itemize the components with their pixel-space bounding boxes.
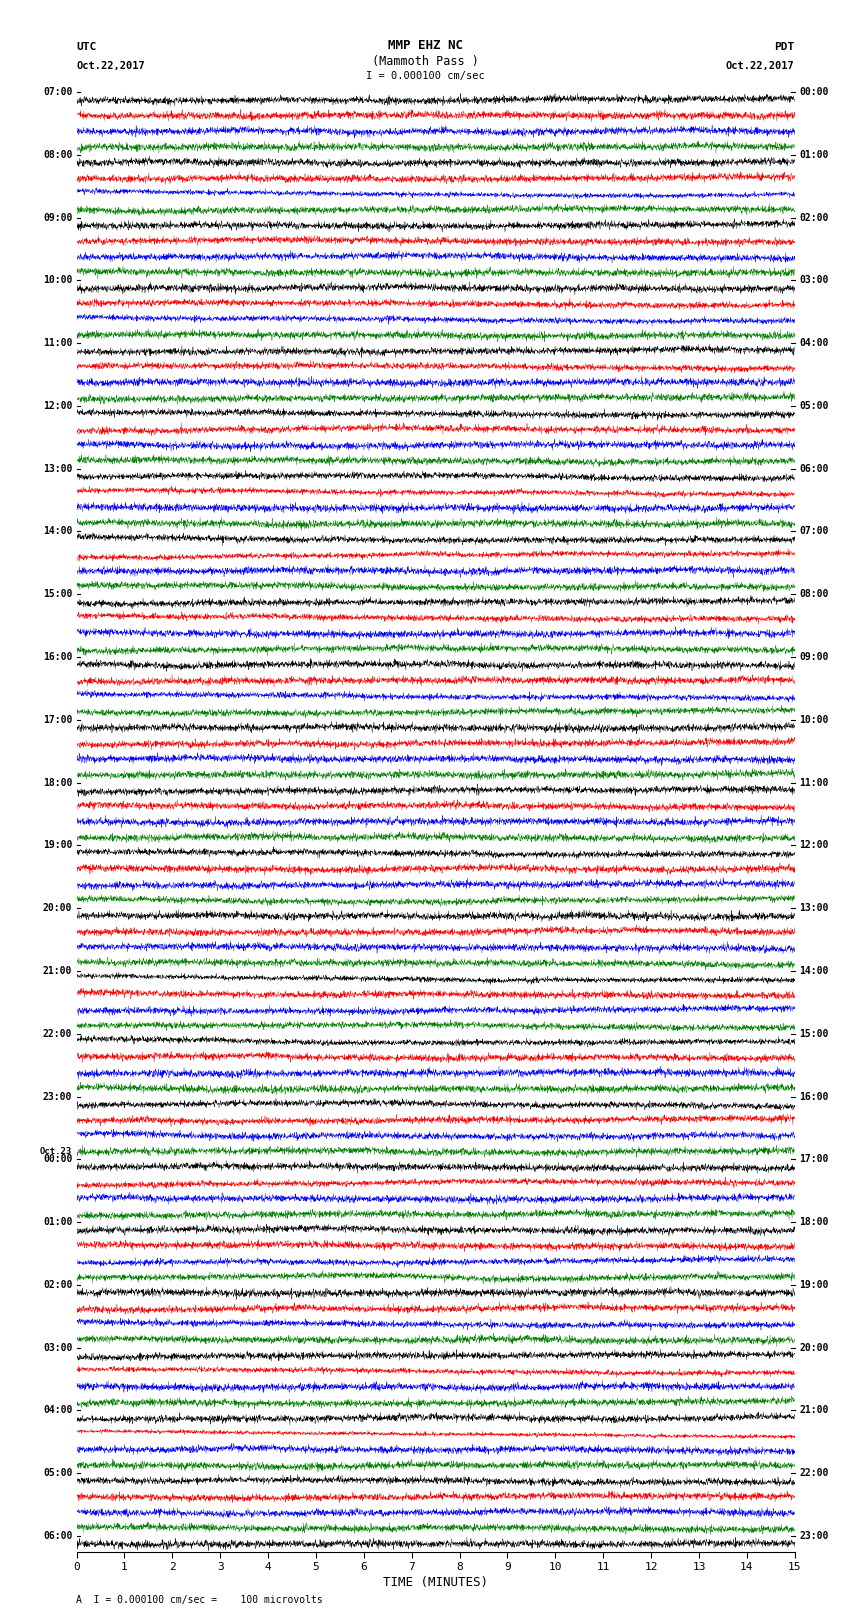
Text: 06:00: 06:00 xyxy=(799,463,829,474)
Text: 03:00: 03:00 xyxy=(42,1342,72,1353)
Text: 10:00: 10:00 xyxy=(799,715,829,724)
Text: 16:00: 16:00 xyxy=(799,1092,829,1102)
Text: 03:00: 03:00 xyxy=(799,276,829,286)
Text: 17:00: 17:00 xyxy=(799,1155,829,1165)
Text: PDT: PDT xyxy=(774,42,795,52)
Text: 09:00: 09:00 xyxy=(42,213,72,223)
Text: 14:00: 14:00 xyxy=(799,966,829,976)
Text: 19:00: 19:00 xyxy=(799,1279,829,1290)
Text: 08:00: 08:00 xyxy=(799,589,829,598)
Text: 00:00: 00:00 xyxy=(42,1155,72,1165)
Text: 18:00: 18:00 xyxy=(42,777,72,787)
Text: 04:00: 04:00 xyxy=(42,1405,72,1416)
Text: Oct.22,2017: Oct.22,2017 xyxy=(76,61,145,71)
Text: 18:00: 18:00 xyxy=(799,1218,829,1227)
Text: UTC: UTC xyxy=(76,42,97,52)
Text: 09:00: 09:00 xyxy=(799,652,829,661)
Text: 20:00: 20:00 xyxy=(42,903,72,913)
Text: (Mammoth Pass ): (Mammoth Pass ) xyxy=(371,55,479,68)
Text: 01:00: 01:00 xyxy=(799,150,829,160)
Text: 22:00: 22:00 xyxy=(799,1468,829,1478)
Text: 13:00: 13:00 xyxy=(42,463,72,474)
Text: 11:00: 11:00 xyxy=(42,339,72,348)
Text: 23:00: 23:00 xyxy=(799,1531,829,1540)
Text: 02:00: 02:00 xyxy=(42,1279,72,1290)
Text: 08:00: 08:00 xyxy=(42,150,72,160)
Text: 07:00: 07:00 xyxy=(42,87,72,97)
Text: 12:00: 12:00 xyxy=(42,402,72,411)
Text: 22:00: 22:00 xyxy=(42,1029,72,1039)
Text: 20:00: 20:00 xyxy=(799,1342,829,1353)
Text: 01:00: 01:00 xyxy=(42,1218,72,1227)
Text: 10:00: 10:00 xyxy=(42,276,72,286)
Text: 04:00: 04:00 xyxy=(799,339,829,348)
Text: 00:00: 00:00 xyxy=(799,87,829,97)
Text: 15:00: 15:00 xyxy=(42,589,72,598)
Text: A  I = 0.000100 cm/sec =    100 microvolts: A I = 0.000100 cm/sec = 100 microvolts xyxy=(76,1595,323,1605)
Text: 05:00: 05:00 xyxy=(42,1468,72,1478)
Text: 02:00: 02:00 xyxy=(799,213,829,223)
Text: 21:00: 21:00 xyxy=(42,966,72,976)
Text: 16:00: 16:00 xyxy=(42,652,72,661)
Text: Oct.23: Oct.23 xyxy=(40,1147,72,1157)
Text: MMP EHZ NC: MMP EHZ NC xyxy=(388,39,462,52)
X-axis label: TIME (MINUTES): TIME (MINUTES) xyxy=(383,1576,488,1589)
Text: 19:00: 19:00 xyxy=(42,840,72,850)
Text: 23:00: 23:00 xyxy=(42,1092,72,1102)
Text: 14:00: 14:00 xyxy=(42,526,72,537)
Text: I = 0.000100 cm/sec: I = 0.000100 cm/sec xyxy=(366,71,484,81)
Text: 17:00: 17:00 xyxy=(42,715,72,724)
Text: 13:00: 13:00 xyxy=(799,903,829,913)
Text: Oct.22,2017: Oct.22,2017 xyxy=(726,61,795,71)
Text: 11:00: 11:00 xyxy=(799,777,829,787)
Text: 21:00: 21:00 xyxy=(799,1405,829,1416)
Text: 12:00: 12:00 xyxy=(799,840,829,850)
Text: 05:00: 05:00 xyxy=(799,402,829,411)
Text: 07:00: 07:00 xyxy=(799,526,829,537)
Text: 15:00: 15:00 xyxy=(799,1029,829,1039)
Text: 06:00: 06:00 xyxy=(42,1531,72,1540)
